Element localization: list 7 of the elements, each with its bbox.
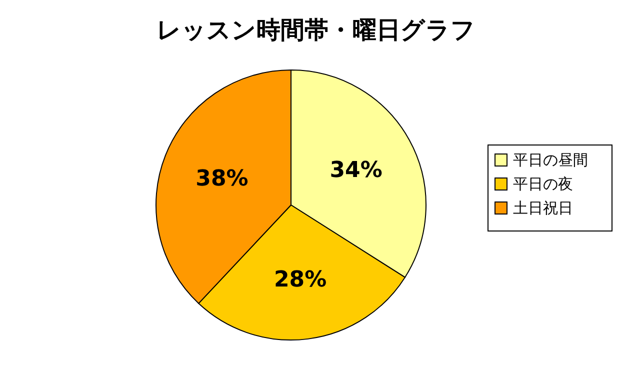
chart-title: レッスン時間帯・曜日グラフ [156, 16, 476, 44]
legend-label: 平日の昼間 [513, 151, 588, 169]
legend-label: 土日祝日 [513, 199, 573, 217]
legend-label: 平日の夜 [513, 175, 573, 193]
data-label: 34% [330, 158, 382, 183]
data-label: 28% [274, 267, 327, 292]
data-label: 38% [196, 166, 248, 192]
